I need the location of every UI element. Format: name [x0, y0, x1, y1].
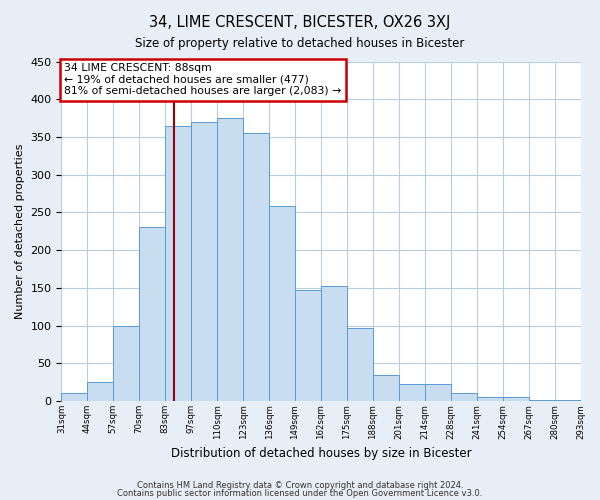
Text: Contains HM Land Registry data © Crown copyright and database right 2024.: Contains HM Land Registry data © Crown c…: [137, 480, 463, 490]
Text: Size of property relative to detached houses in Bicester: Size of property relative to detached ho…: [136, 38, 464, 51]
Bar: [88, 382, 113, 401]
Text: 34 LIME CRESCENT: 88sqm
← 19% of detached houses are smaller (477)
81% of semi-d: 34 LIME CRESCENT: 88sqm ← 19% of detache…: [64, 63, 341, 96]
Bar: [321, 286, 347, 401]
Bar: [113, 326, 139, 401]
Bar: [347, 328, 373, 401]
Y-axis label: Number of detached properties: Number of detached properties: [15, 144, 25, 319]
Bar: [451, 394, 476, 401]
Bar: [503, 397, 529, 401]
Bar: [529, 400, 554, 401]
X-axis label: Distribution of detached houses by size in Bicester: Distribution of detached houses by size …: [170, 447, 471, 460]
Bar: [554, 400, 581, 401]
Bar: [373, 374, 399, 401]
Bar: [476, 397, 503, 401]
Bar: [139, 228, 165, 401]
Bar: [425, 384, 451, 401]
Bar: [165, 126, 191, 401]
Bar: [295, 290, 321, 401]
Bar: [61, 394, 88, 401]
Bar: [191, 122, 217, 401]
Text: Contains public sector information licensed under the Open Government Licence v3: Contains public sector information licen…: [118, 489, 482, 498]
Text: 34, LIME CRESCENT, BICESTER, OX26 3XJ: 34, LIME CRESCENT, BICESTER, OX26 3XJ: [149, 15, 451, 30]
Bar: [269, 206, 295, 401]
Bar: [399, 384, 425, 401]
Bar: [217, 118, 243, 401]
Bar: [243, 133, 269, 401]
